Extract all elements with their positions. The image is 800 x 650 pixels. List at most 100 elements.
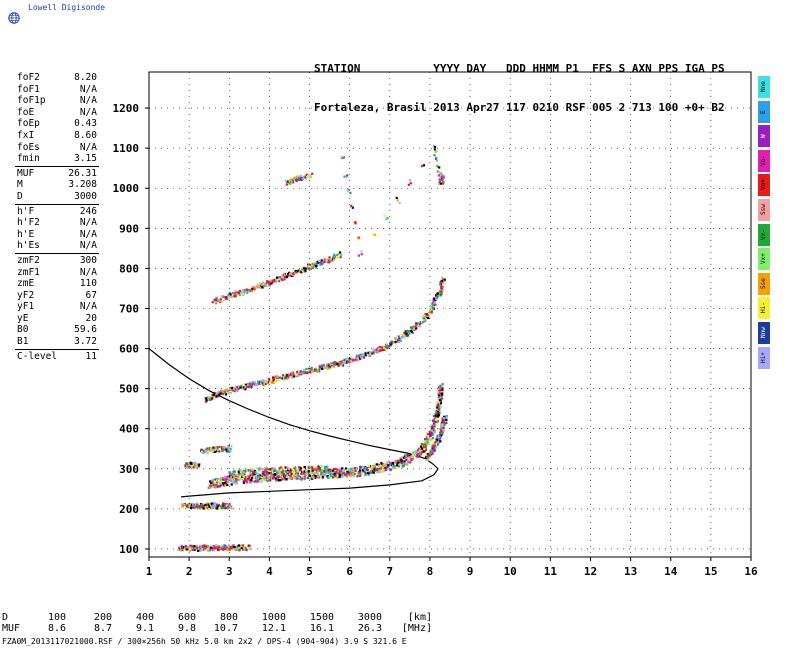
echo-point [310, 471, 313, 474]
param-value: 246 [79, 205, 97, 217]
echo-point [214, 448, 217, 451]
param-name: h'Es [17, 240, 40, 252]
echo-point [408, 330, 411, 333]
param-name: fxI [17, 129, 35, 141]
echo-point [307, 370, 310, 374]
echo-point [393, 342, 396, 345]
echo-point [340, 253, 343, 256]
echo-point [242, 475, 245, 478]
scaled-parameters-panel: foF2 8.20 foF1 N/A foF1p N/A foE N/A foEp 0.43 fxI… [15, 72, 99, 362]
echo-point [177, 548, 180, 552]
table-cell: 600 [177, 612, 196, 623]
legend-item-nnw: Nnw [758, 321, 770, 344]
echo-point [392, 466, 395, 469]
echo-point [326, 475, 329, 478]
echo-point [217, 448, 220, 451]
echo-point [280, 277, 283, 280]
echo-point [212, 393, 215, 396]
x-tick-label: 11 [544, 565, 558, 578]
echo-point [412, 453, 415, 456]
echo-point [288, 473, 292, 476]
echo-point [218, 507, 221, 510]
echo-point [286, 377, 289, 380]
echo-point [192, 548, 195, 551]
echo-trace-es-350 [200, 445, 233, 455]
echo-point [426, 456, 429, 459]
echo-point [442, 181, 445, 184]
echo-point [190, 502, 193, 505]
echo-point [386, 463, 389, 466]
echo-point [377, 465, 380, 468]
echo-point [360, 470, 363, 473]
echo-point [239, 469, 242, 472]
param-row-d: D 3000 [17, 191, 97, 203]
echo-point [432, 304, 435, 307]
echo-point [442, 417, 445, 420]
echo-point [397, 462, 401, 465]
echo-point [224, 481, 227, 485]
echo-point [336, 256, 339, 259]
y-tick-label: 900 [119, 222, 139, 235]
echo-point [314, 368, 317, 371]
echo-point [213, 505, 216, 508]
echo-point [441, 285, 444, 288]
echo-point [226, 483, 229, 486]
echo-point [440, 426, 444, 429]
param-name: MUF [17, 167, 35, 179]
echo-point [228, 471, 231, 474]
echo-point [396, 459, 400, 462]
echo-point [321, 470, 324, 473]
echo-point [309, 471, 312, 474]
echo-point [343, 175, 346, 178]
echo-point [440, 178, 443, 181]
echo-point [250, 285, 253, 289]
echo-point [305, 470, 308, 473]
echo-point [371, 467, 374, 470]
echo-point [227, 506, 230, 509]
echo-point [320, 263, 323, 266]
echo-point [222, 548, 225, 551]
echo-point [312, 468, 315, 471]
echo-point [403, 335, 406, 338]
echo-point [202, 451, 205, 454]
echo-point [387, 460, 390, 463]
echo-point [340, 471, 343, 474]
echo-point [368, 354, 372, 357]
param-row-ye: yE 20 [17, 313, 97, 325]
echo-point [423, 319, 426, 322]
echo-point [430, 310, 433, 313]
table-cell: 16.1 [309, 623, 334, 634]
legend-label: Vx+ [760, 253, 767, 265]
echo-point [439, 399, 442, 402]
echo-point [242, 548, 245, 551]
table-row-label: MUF [2, 623, 21, 634]
echo-point [188, 503, 191, 507]
echo-point [242, 387, 245, 390]
echo-point [288, 477, 291, 480]
echo-point [300, 472, 303, 475]
echo-point [276, 376, 279, 379]
echo-point [282, 374, 285, 377]
echo-point [213, 545, 216, 548]
echo-point [439, 182, 443, 185]
echo-point [253, 470, 256, 473]
echo-point [369, 351, 372, 354]
echo-point [438, 391, 441, 394]
echo-point [217, 548, 220, 551]
echo-point [420, 447, 423, 450]
echo-point [303, 477, 306, 481]
echo-point [216, 503, 219, 506]
echo-point [303, 267, 306, 270]
echo-point [414, 453, 417, 456]
echo-point [230, 388, 233, 391]
echo-point [395, 460, 398, 463]
echo-point [291, 274, 294, 277]
echo-point [295, 373, 298, 376]
echo-point [434, 150, 437, 154]
echo-point [203, 544, 206, 547]
brand: Lowell Digisonde [6, 2, 126, 24]
echo-point [441, 276, 444, 279]
echo-point [347, 474, 350, 477]
echo-point [442, 176, 446, 179]
echo-point [407, 453, 410, 457]
